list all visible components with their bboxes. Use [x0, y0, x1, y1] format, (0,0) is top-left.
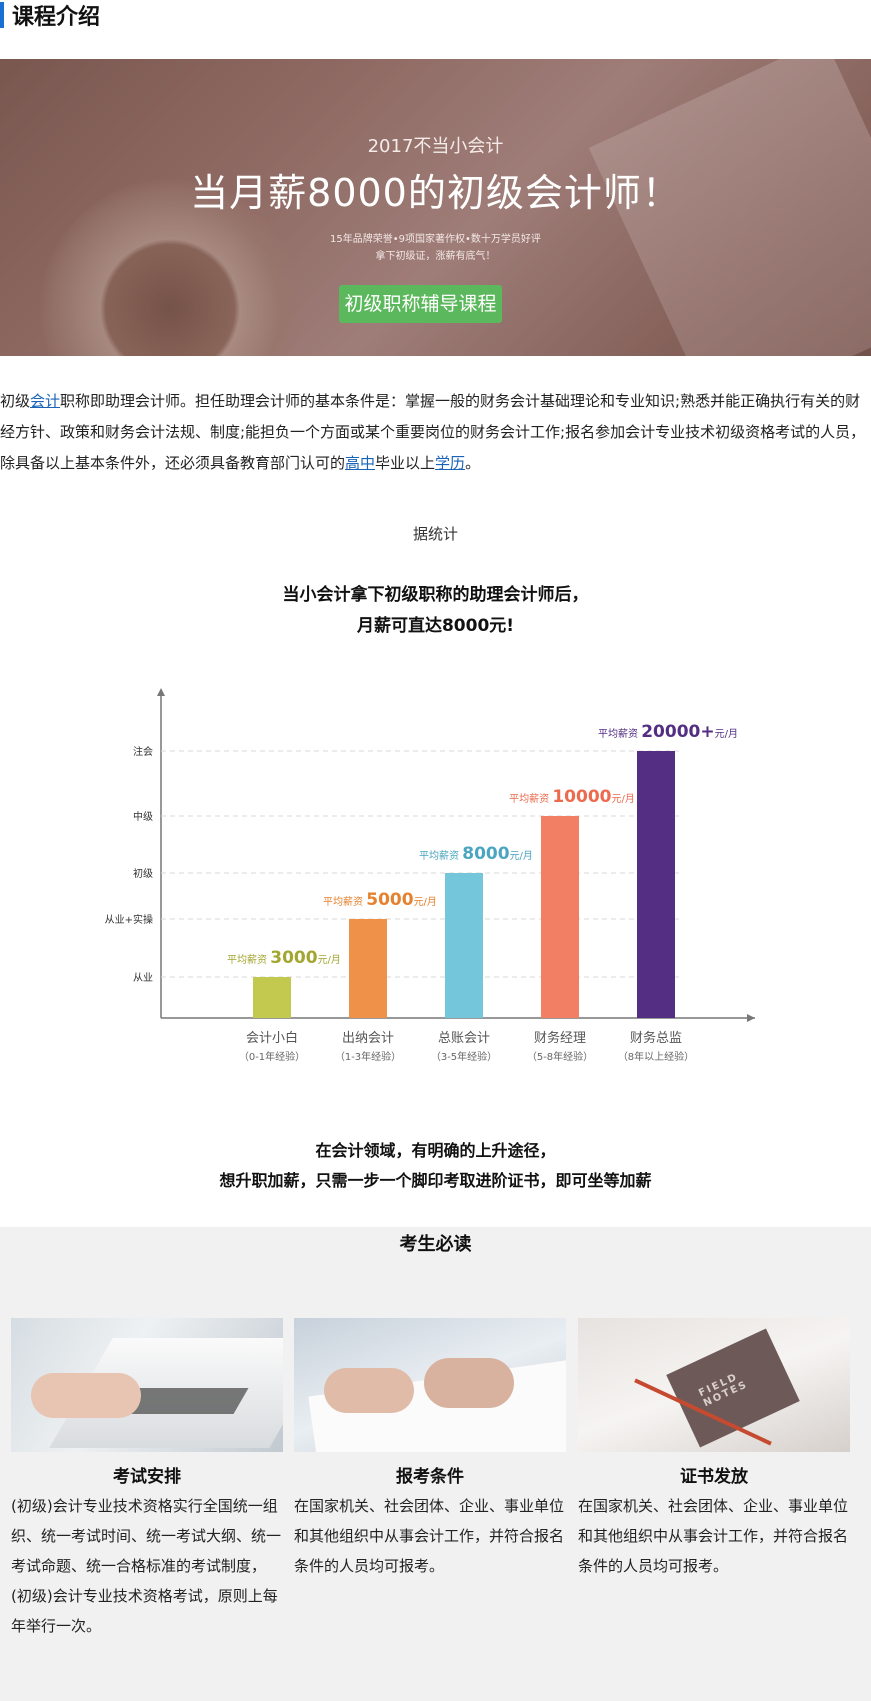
card-title: 考试安排 — [113, 1467, 181, 1487]
y-level-label: 中级 — [133, 810, 153, 823]
section-accent-bar — [0, 2, 4, 28]
category-label: 总账会计 — [438, 1031, 490, 1046]
career-tagline: 在会计领域，有明确的上升途径， 想升职加薪，只需一步一个脚印考取进阶证书，即可坐… — [0, 1136, 871, 1196]
course-button[interactable]: 初级职称辅导课程 — [339, 285, 502, 323]
intro-text-2: 职称即助理会计师。担任助理会计师的基本条件是：掌握一般的财务会计基础理论和专业知… — [0, 392, 866, 472]
banner-subtitle: 2017不当小会计 — [367, 136, 504, 157]
headline-line-2: 月薪可直达8000元! — [356, 616, 515, 636]
card-certificate[interactable]: FIELD NOTES 证书发放 在国家机关、社会团体、企业、事业单位和其他组织… — [578, 1318, 850, 1581]
y-level-label: 从业 — [133, 972, 153, 984]
bar-value-label: 平均薪资 20000+元/月 — [598, 722, 738, 742]
intro-text-4: 。 — [465, 454, 481, 472]
tagline-line-2: 想升职加薪，只需一步一个脚印考取进阶证书，即可坐等加薪 — [219, 1171, 652, 1190]
bar-value-label: 平均薪资 8000元/月 — [419, 844, 533, 864]
category-label: 出纳会计 — [342, 1031, 394, 1046]
category-note: （5-8年经验） — [527, 1050, 593, 1063]
signing-document-photo — [294, 1318, 566, 1452]
must-read-title: 考生必读 — [399, 1234, 472, 1255]
statistics-label: 据统计 — [412, 525, 458, 543]
card-text: 在国家机关、社会团体、企业、事业单位和其他组织中从事会计工作，并符合报名条件的人… — [294, 1497, 565, 1575]
bar — [349, 919, 387, 1018]
x-axis-arrow — [747, 1014, 755, 1022]
card-text: (初级)会计专业技术资格实行全国统一组织、统一考试时间、统一考试大纲、统一考试命… — [11, 1497, 282, 1635]
card-exam-schedule[interactable]: 考试安排 (初级)会计专业技术资格实行全国统一组织、统一考试时间、统一考试大纲、… — [11, 1318, 283, 1641]
must-read-section — [0, 1227, 871, 1701]
banner-line-1: 15年品牌荣誉•9项国家著作权•数十万学员好评 — [330, 234, 541, 245]
section-header: 课程介绍 — [0, 0, 100, 30]
bar — [445, 873, 483, 1018]
link-education[interactable]: 学历 — [435, 454, 466, 472]
section-title: 课程介绍 — [12, 5, 101, 30]
category-label: 财务总监 — [630, 1030, 682, 1046]
card-title: 证书发放 — [680, 1467, 748, 1487]
link-high-school[interactable]: 高中 — [345, 454, 376, 472]
notebook-cover-text: FIELD NOTES — [697, 1371, 750, 1410]
category-note: （8年以上经验） — [618, 1050, 694, 1063]
category-label: 会计小白 — [246, 1030, 298, 1046]
card-title: 报考条件 — [396, 1467, 464, 1487]
bar-value-label: 平均薪资 5000元/月 — [323, 890, 437, 910]
banner-description: 15年品牌荣誉•9项国家著作权•数十万学员好评 拿下初级证，涨薪有底气！ — [0, 231, 871, 265]
bar-value-label: 平均薪资 10000元/月 — [509, 787, 635, 807]
bar — [253, 977, 291, 1018]
card-text: 在国家机关、社会团体、企业、事业单位和其他组织中从事会计工作，并符合报名条件的人… — [578, 1497, 849, 1575]
category-note: （3-5年经验） — [431, 1050, 497, 1063]
notebook-pen-photo: FIELD NOTES — [578, 1318, 850, 1452]
tagline-line-1: 在会计领域，有明确的上升途径， — [315, 1141, 556, 1160]
course-banner[interactable]: 2017不当小会计 当月薪8000的初级会计师！ 15年品牌荣誉•9项国家著作权… — [0, 59, 871, 356]
intro-text-1: 初级 — [0, 392, 31, 410]
bar — [541, 816, 579, 1018]
laptop-typing-photo — [11, 1318, 283, 1452]
bar-value-label: 平均薪资 3000元/月 — [227, 948, 341, 968]
y-level-label: 从业+实操 — [105, 913, 153, 926]
y-level-label: 注会 — [133, 745, 153, 758]
headline-line-1: 当小会计拿下初级职称的助理会计师后， — [282, 585, 589, 605]
category-note: （0-1年经验） — [239, 1050, 305, 1063]
salary-headline: 当小会计拿下初级职称的助理会计师后， 月薪可直达8000元! — [0, 580, 871, 642]
card-eligibility[interactable]: 报考条件 在国家机关、社会团体、企业、事业单位和其他组织中从事会计工作，并符合报… — [294, 1318, 566, 1581]
y-axis-arrow — [157, 688, 165, 696]
banner-line-2: 拿下初级证，涨薪有底气！ — [375, 251, 496, 262]
intro-paragraph: 初级会计职称即助理会计师。担任助理会计师的基本条件是：掌握一般的财务会计基础理论… — [0, 386, 871, 479]
link-accounting[interactable]: 会计 — [30, 392, 61, 410]
y-level-label: 初级 — [133, 867, 153, 880]
intro-text-3: 毕业以上 — [375, 454, 436, 472]
category-note: （1-3年经验） — [335, 1050, 401, 1063]
bar — [637, 751, 675, 1018]
category-label: 财务经理 — [534, 1030, 586, 1046]
banner-title: 当月薪8000的初级会计师！ — [190, 171, 681, 215]
